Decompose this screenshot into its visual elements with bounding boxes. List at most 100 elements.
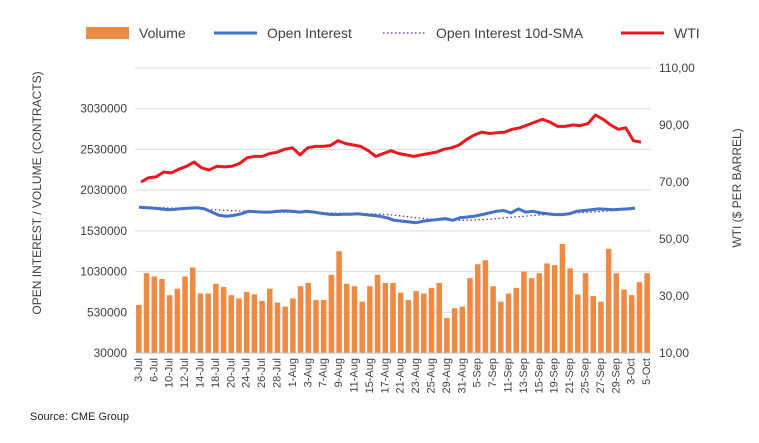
y-left-tick-label: 2030000 [80,183,127,197]
volume-bar [320,300,327,353]
volume-bar [551,265,558,353]
wti-line [140,113,642,184]
x-tick-label: 18-Jul [210,358,222,388]
volume-bar [166,295,173,353]
volume-bar [197,293,204,353]
x-tick-label: 11-Sep [503,358,515,393]
x-tick-label: 3-Oct [626,358,638,385]
volume-bar [259,300,265,353]
x-tick-label: 23-Aug [410,358,422,393]
x-tick-label: 29-Aug [441,358,453,393]
volume-bar [467,278,473,353]
volume-bar [382,282,389,353]
volume-bar [598,301,604,353]
volume-bar [621,289,627,353]
x-tick-label: 7-Sep [487,358,499,387]
series-lines [138,113,642,225]
oi-sma-line [138,205,636,221]
x-tick-label: 19-Sep [549,358,561,393]
x-tick-label: 29-Sep [610,358,622,393]
legend-label-volume: Volume [139,25,186,41]
x-tick-label: 25-Aug [426,358,438,393]
volume-bar [544,263,550,353]
volume-bar [490,286,496,353]
x-tick-label: 1-Aug [287,358,299,387]
y-right-tick-label: 110,00 [659,61,695,75]
volume-bar [559,243,566,353]
x-tick-label: 27-Sep [595,358,607,393]
volume-bar [236,298,242,353]
y-left-tick-label: 530000 [87,305,127,319]
legend-label-sma: Open Interest 10d-SMA [436,25,584,41]
volume-bar [421,293,427,353]
x-tick-label: 21-Sep [564,358,576,393]
volume-bar [174,288,181,353]
volume-bar [359,301,365,353]
volume-bar [305,282,312,353]
x-tick-label: 31-Aug [456,358,468,393]
volume-bar [213,283,219,353]
volume-bar [228,295,235,353]
x-tick-label: 12-Jul [179,358,191,388]
x-tick-label: 3-Jul [133,358,145,382]
x-tick-label: 10-Jul [164,358,176,388]
volume-bar [405,300,412,353]
open-interest-line [138,205,636,225]
x-tick-label: 9-Aug [333,358,345,387]
volume-bar [251,294,258,353]
volume-bar [644,273,650,353]
x-tick-label: 25-Sep [580,358,592,393]
volume-bar [220,287,227,353]
y-right-tick-label: 50,00 [659,232,689,246]
y-left-tick-label: 3030000 [80,102,127,116]
volume-bar [628,295,635,353]
x-tick-label: 13-Sep [518,358,530,393]
legend: Volume Open Interest Open Interest 10d-SMA… [86,25,700,41]
volume-bar [374,274,381,353]
volume-bar [351,286,358,353]
volume-bar [328,274,335,353]
volume-bar [582,273,589,353]
volume-bar [521,271,527,353]
volume-bar [136,304,142,353]
x-tick-label: 24-Jul [241,358,253,388]
volume-bar [367,286,373,353]
volume-bar [528,278,535,353]
y-right-tick-label: 30,00 [659,289,689,303]
x-tick-label: 14-Jul [195,358,207,388]
y-left-tick-label: 30000 [94,346,128,360]
volume-bar [313,300,319,353]
volume-bar [151,276,158,353]
x-tick-label: 11-Aug [349,358,361,393]
volume-bar [428,287,435,353]
x-tick-label: 7-Aug [318,358,330,387]
volume-bar [444,317,450,353]
volume-bar [436,282,442,353]
legend-label-wti: WTI [674,25,700,41]
y-left-tick-label: 2530000 [80,142,127,156]
volume-bars [136,243,650,353]
volume-bar [390,282,396,353]
y-left-tick-label: 1030000 [80,265,127,279]
x-tick-label: 5-Oct [641,358,653,385]
legend-swatch-volume [86,27,129,39]
volume-bar [290,298,296,353]
volume-bar [189,267,196,353]
x-tick-label: 21-Aug [395,358,407,393]
volume-bar [243,291,250,353]
source-note: Source: CME Group [30,411,130,423]
x-tick-label: 5-Sep [472,358,484,387]
volume-bar [274,302,281,353]
volume-bar [336,251,342,353]
y-right-tick-label: 90,00 [659,118,689,132]
y-left-tick-label: 1530000 [80,224,127,238]
volume-bar [282,306,288,353]
legend-label-oi: Open Interest [267,25,352,41]
volume-bar [536,273,543,353]
x-tick-label: 17-Aug [379,358,391,393]
x-tick-label: 15-Aug [364,358,376,393]
volume-bar [205,293,211,353]
volume-bar [451,308,458,353]
x-tick-label: 15-Sep [533,358,545,393]
volume-bar [397,292,404,353]
